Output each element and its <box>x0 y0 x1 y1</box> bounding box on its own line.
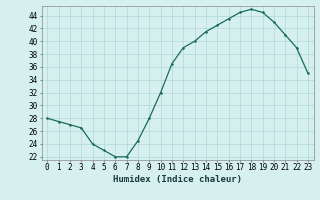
X-axis label: Humidex (Indice chaleur): Humidex (Indice chaleur) <box>113 175 242 184</box>
